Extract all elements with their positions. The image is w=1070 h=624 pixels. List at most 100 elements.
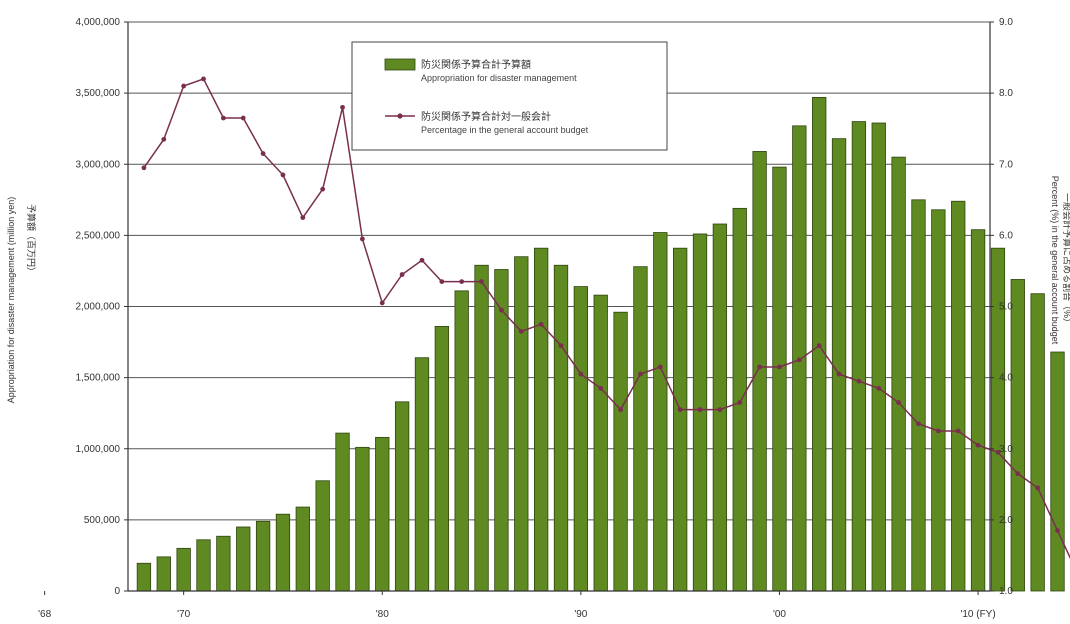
- y-right-tick-label: 2.0: [999, 515, 1013, 526]
- line-point: [737, 400, 743, 405]
- x-tick-label: '80: [376, 609, 389, 620]
- y-right-axis-label-en: Percent (%) in the general account budge…: [1050, 176, 1060, 345]
- line-point: [499, 307, 504, 313]
- line-point: [955, 428, 961, 434]
- y-left-tick-label: 3,000,000: [76, 159, 121, 170]
- y-right-tick-label: 9.0: [999, 17, 1013, 28]
- line-point: [141, 165, 147, 171]
- line-point: [538, 321, 544, 327]
- x-tick-label: '00: [773, 609, 786, 620]
- y-right-tick-label: 5.0: [999, 302, 1013, 313]
- bar: [553, 264, 569, 592]
- line-point: [876, 385, 882, 391]
- bar: [454, 290, 469, 592]
- bar: [394, 401, 410, 592]
- bar: [156, 556, 171, 592]
- line-point: [459, 279, 465, 285]
- line-point: [657, 364, 663, 370]
- bar: [752, 151, 767, 592]
- line-point: [816, 343, 822, 349]
- line-point: [796, 357, 802, 363]
- line-point: [836, 371, 842, 377]
- y-right-tick-label: 4.0: [999, 373, 1013, 384]
- bar: [970, 229, 986, 592]
- line-point: [320, 186, 326, 192]
- line-point: [379, 300, 385, 306]
- bar: [494, 269, 509, 592]
- legend-line-label-en: Percentage in the general account budget: [421, 125, 589, 135]
- bar: [573, 286, 589, 592]
- bar: [196, 539, 211, 592]
- x-tick-label: '10 (FY): [960, 609, 995, 620]
- bar: [434, 326, 449, 592]
- bar: [871, 122, 886, 592]
- y-right-tick-label: 3.0: [999, 444, 1013, 455]
- bar: [851, 121, 867, 592]
- line-point: [935, 428, 941, 434]
- y-left-tick-label: 2,500,000: [76, 230, 121, 241]
- line-point: [598, 385, 604, 391]
- legend: 防災関係予算合計予算額 Appropriation for disaster m…: [351, 41, 668, 151]
- line-point: [677, 407, 683, 413]
- bar: [1030, 293, 1045, 592]
- line-point: [181, 83, 187, 89]
- y-left-tick-label: 2,000,000: [76, 302, 121, 313]
- bar: [931, 209, 946, 592]
- bar: [275, 513, 291, 592]
- line-point: [975, 442, 981, 448]
- y-right-axis-label-jp: 一般会計予算に占める割合（%）: [1062, 193, 1070, 327]
- line-point: [717, 407, 723, 413]
- bar: [673, 247, 688, 592]
- bar: [1010, 279, 1025, 592]
- line-point: [419, 257, 425, 263]
- bar: [633, 266, 648, 592]
- bar: [951, 200, 966, 592]
- y-left-tick-label: 0: [114, 586, 120, 597]
- y-left-axis-label-jp: 予算額（百万円）: [26, 204, 37, 276]
- bar: [514, 256, 529, 592]
- line-point: [399, 272, 405, 277]
- line-point: [340, 104, 345, 110]
- x-tick-label: '68: [38, 609, 51, 620]
- bar: [692, 233, 708, 592]
- legend-line-label-jp: 防災関係予算合計対一般会計: [421, 110, 551, 123]
- legend-bar-label-en: Appropriation for disaster management: [421, 73, 577, 83]
- bar: [295, 506, 310, 592]
- bar: [335, 432, 350, 592]
- line-point: [479, 279, 484, 285]
- y-right-tick-label: 8.0: [999, 88, 1013, 99]
- axes: 0 500,000 1,000,000 1,500,000 2,000,000 2,500…: [38, 17, 1013, 620]
- bar: [990, 247, 1006, 592]
- y-left-tick-label: 3,500,000: [76, 88, 121, 99]
- y-left-axis-label-en: Appropriation for disaster management (m…: [6, 197, 16, 404]
- line-point: [161, 136, 167, 142]
- bar-series: [136, 96, 1065, 592]
- line-point: [638, 371, 643, 377]
- series-line: [143, 77, 1070, 560]
- line-point: [578, 371, 584, 377]
- legend-bar-label-jp: 防災関係予算合計予算額: [421, 58, 531, 71]
- y-left-tick-label: 1,000,000: [76, 444, 121, 455]
- bar: [355, 446, 370, 592]
- line-point: [697, 407, 703, 413]
- line-point: [359, 236, 365, 242]
- bar: [236, 526, 251, 592]
- line-point: [439, 279, 445, 285]
- y-right-tick-label: 7.0: [999, 159, 1013, 170]
- bar: [176, 547, 191, 592]
- line-point: [220, 115, 226, 121]
- y-right-tick-label: 1.0: [999, 586, 1013, 597]
- line-point: [856, 378, 862, 384]
- bar: [136, 562, 152, 592]
- line-point: [558, 343, 564, 349]
- line-series: [141, 76, 1070, 560]
- bar: [474, 264, 489, 592]
- bar: [613, 311, 628, 592]
- bar: [831, 138, 847, 592]
- bar: [1050, 351, 1065, 592]
- line-point: [201, 76, 206, 82]
- bar: [772, 166, 787, 592]
- bar: [732, 207, 747, 592]
- line-point: [518, 328, 524, 334]
